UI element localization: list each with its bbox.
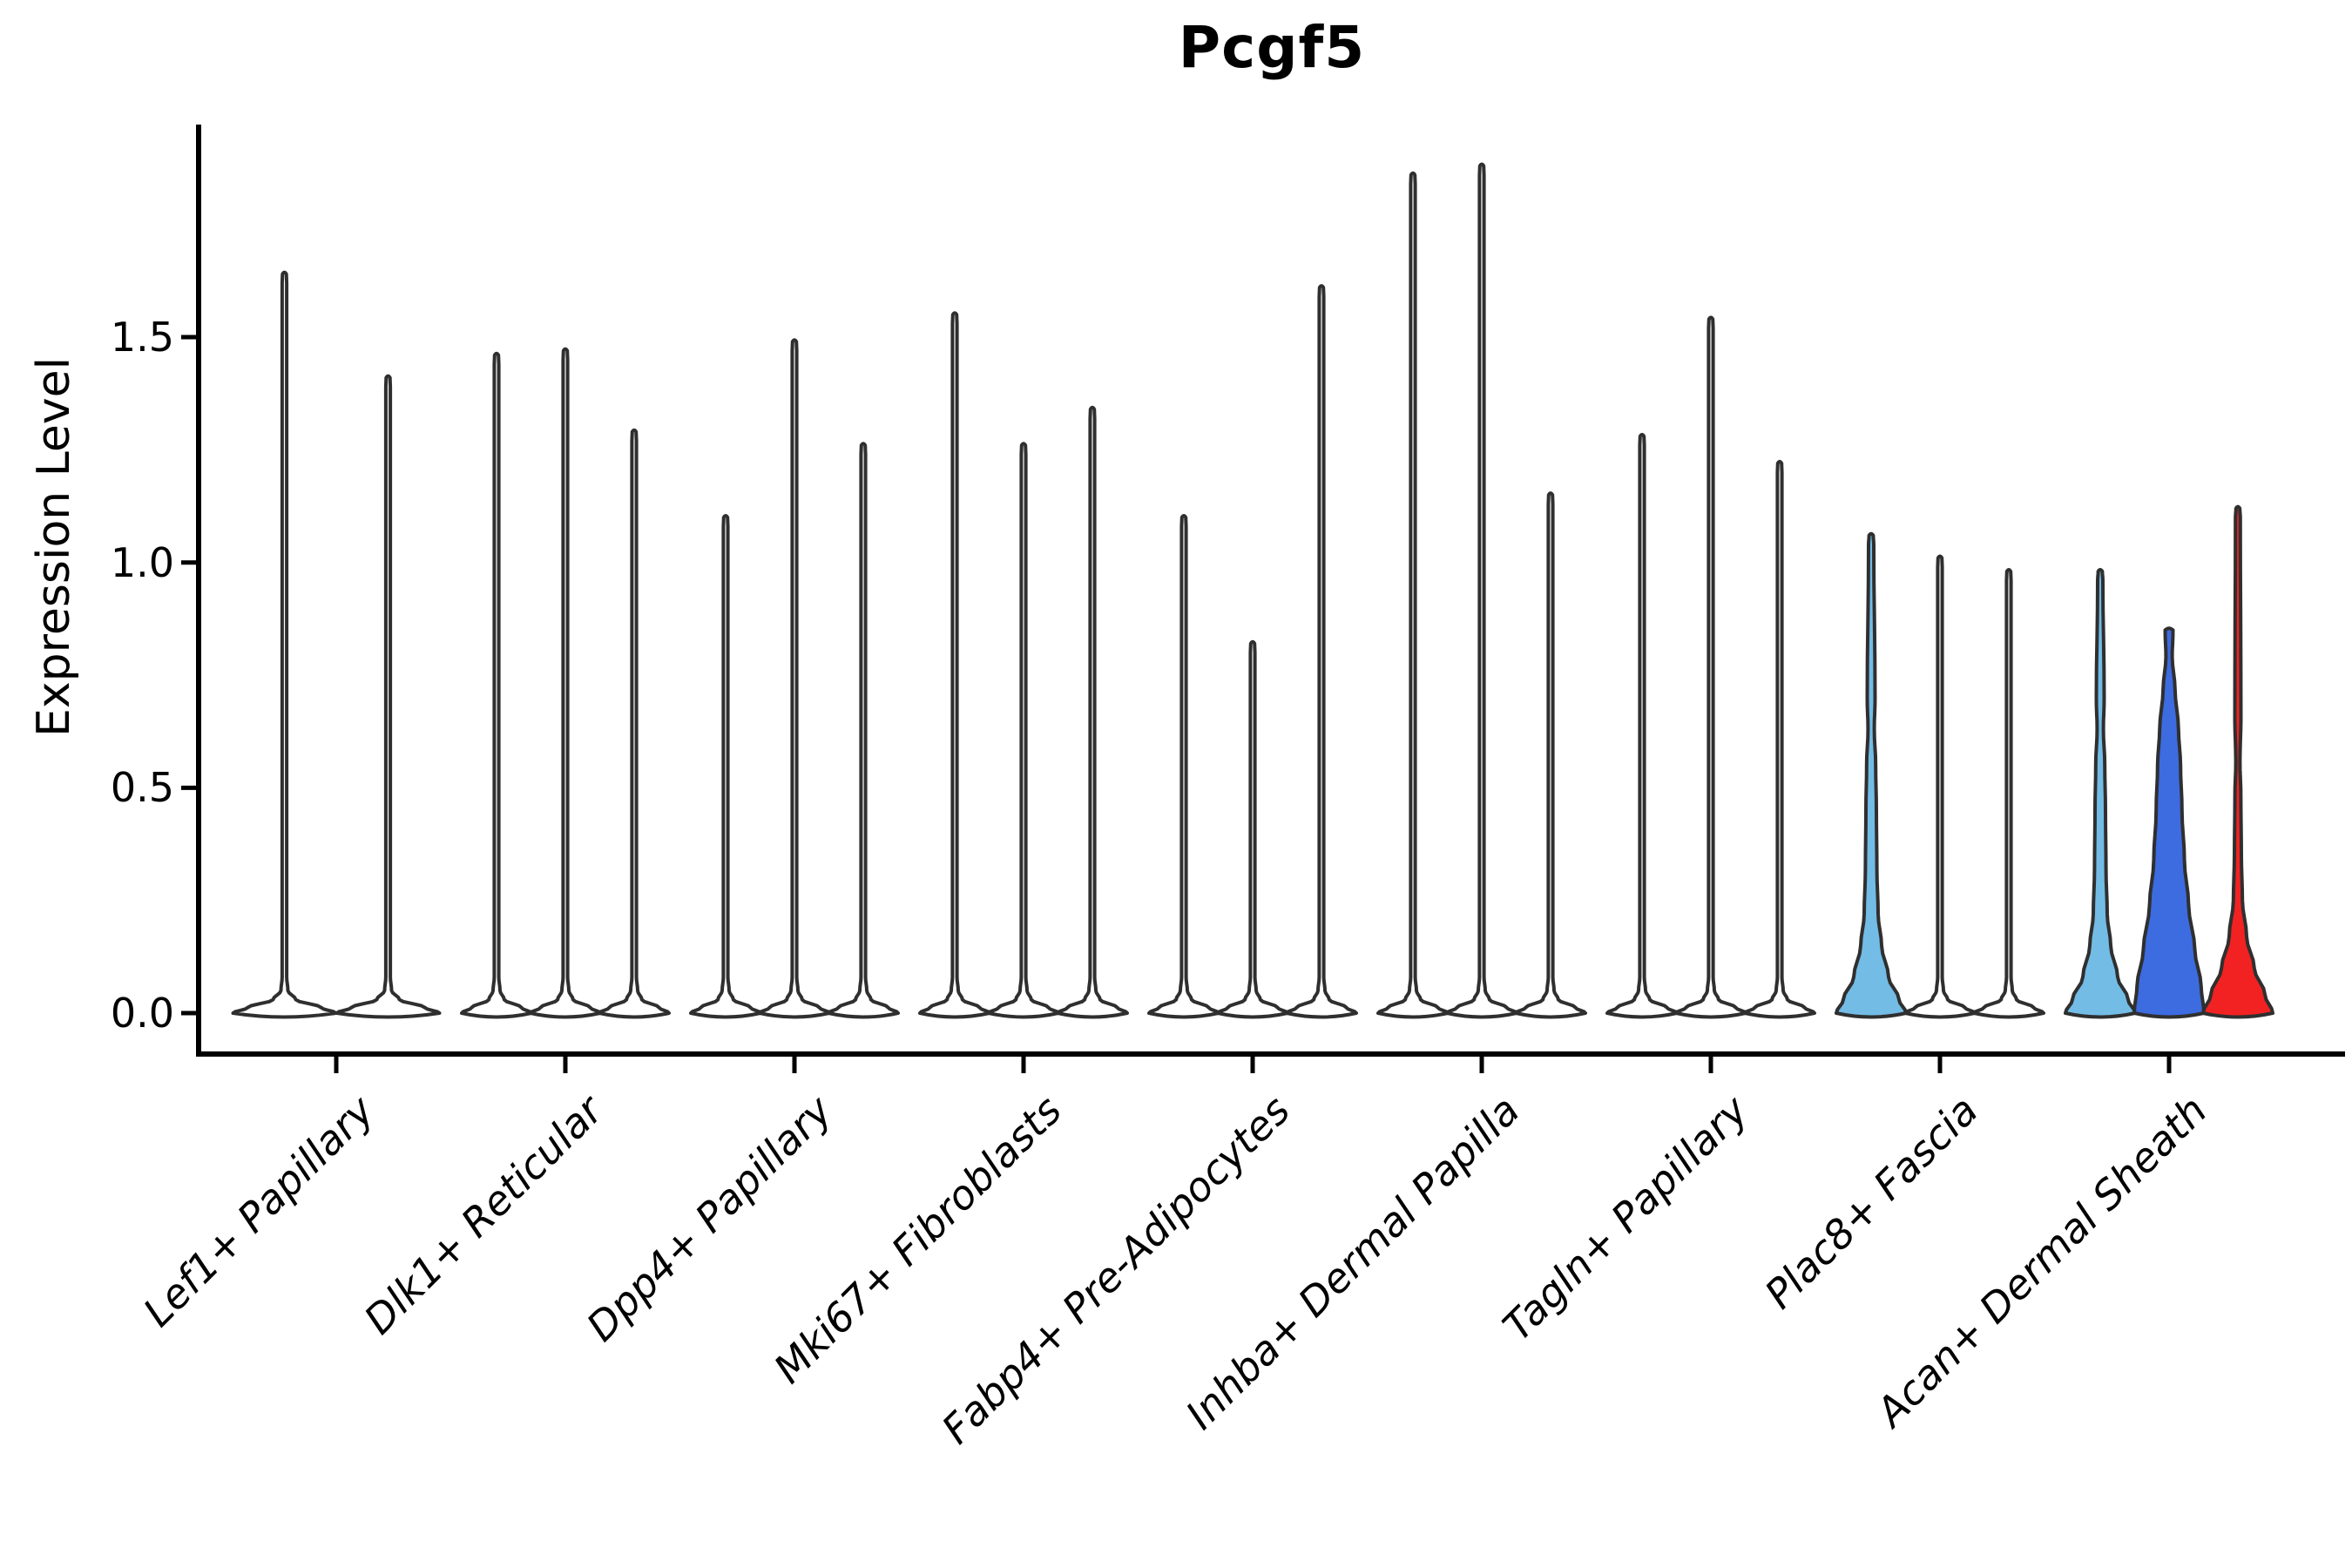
violin-9-1 — [2064, 568, 2137, 1019]
violin-1-1 — [231, 270, 338, 1019]
violin-9-3 — [2201, 504, 2274, 1019]
violin-4-2 — [987, 442, 1060, 1019]
violin-7-1 — [1605, 432, 1679, 1019]
violin-3-1 — [689, 514, 762, 1019]
violin-2-2 — [529, 347, 602, 1019]
y-tick-label: 0.0 — [110, 990, 174, 1037]
violin-9-2 — [2132, 626, 2206, 1019]
violin-4-1 — [918, 311, 991, 1019]
violin-2-1 — [460, 351, 533, 1019]
violin-6-2 — [1445, 162, 1518, 1019]
violin-8-2 — [1903, 554, 1977, 1019]
violin-6-1 — [1376, 171, 1450, 1019]
violin-6-3 — [1514, 491, 1587, 1019]
violin-2-3 — [598, 428, 671, 1019]
violin-3-3 — [827, 442, 900, 1019]
violin-7-3 — [1743, 459, 1816, 1019]
violin-3-2 — [758, 338, 831, 1019]
y-tick-label: 0.5 — [110, 764, 174, 812]
violin-8-1 — [1835, 531, 1908, 1019]
violin-4-3 — [1056, 405, 1129, 1019]
violin-5-3 — [1285, 284, 1358, 1019]
violin-5-1 — [1147, 514, 1220, 1019]
violin-1-2 — [335, 374, 442, 1019]
violin-7-2 — [1674, 315, 1747, 1019]
y-tick-label: 1.0 — [110, 538, 174, 586]
y-tick-label: 1.5 — [110, 314, 174, 362]
chart-title: Pcgf5 — [1178, 14, 1366, 81]
violin-8-3 — [1972, 568, 2045, 1019]
violin-5-2 — [1216, 639, 1289, 1019]
